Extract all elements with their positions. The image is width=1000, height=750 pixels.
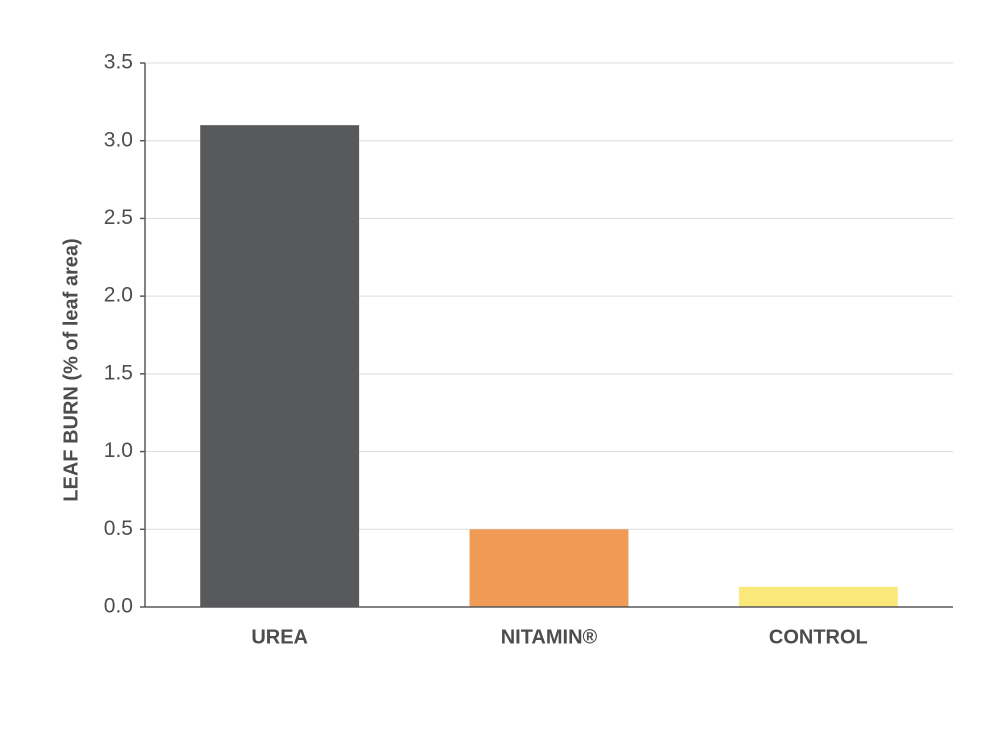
y-tick-label: 2.0	[104, 284, 133, 307]
x-tick-label: UREA	[251, 626, 308, 648]
bar	[200, 125, 360, 608]
x-tick-label: NITAMIN®	[501, 626, 598, 648]
y-tick-label: 2.5	[104, 206, 133, 229]
y-tick-label: 3.0	[104, 128, 133, 151]
y-tick-label: 1.5	[104, 361, 133, 384]
y-tick-label: 0.0	[104, 595, 133, 618]
y-axis-label: LEAF BURN (% of leaf area)	[60, 238, 82, 501]
bar	[738, 586, 898, 607]
y-tick-label: 0.5	[104, 517, 133, 540]
bar	[469, 529, 629, 607]
x-tick-label: CONTROL	[769, 626, 868, 648]
y-tick-label: 1.0	[104, 439, 133, 462]
y-tick-label: 3.5	[104, 51, 133, 74]
